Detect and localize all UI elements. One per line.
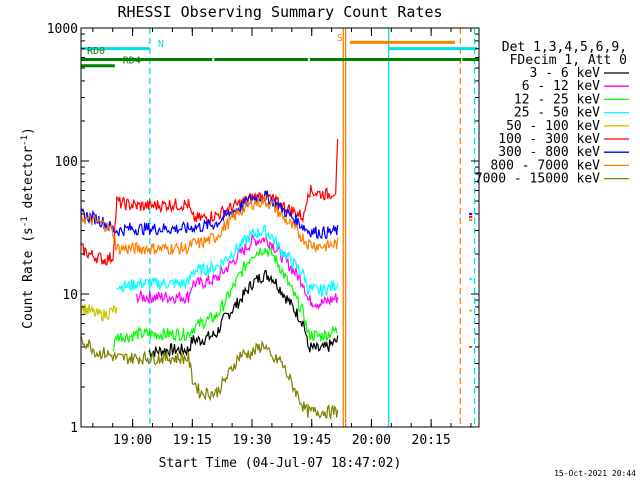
- x-axis: 19:00 19:15 19:30 19:45 20:00 20:15: [92, 28, 472, 448]
- y-tick-label: 1: [70, 421, 78, 436]
- legend-label: 12 - 25 keV: [514, 92, 600, 107]
- x-axis-label: Start Time (04-Jul-07 18:47:02): [159, 456, 402, 471]
- flag-label: RD0: [87, 46, 105, 57]
- x-tick-label: 19:15: [173, 433, 212, 448]
- series-line: [112, 246, 338, 352]
- y-tick-label: 10: [62, 288, 78, 303]
- legend-header: FDecim 1, Att 0: [510, 53, 627, 68]
- flag-label: RD4: [123, 56, 141, 67]
- y-axis-label-exponent: -1: [20, 216, 30, 227]
- series-lines: [80, 138, 473, 421]
- legend-label: 50 - 100 keV: [506, 119, 600, 134]
- y-tick-label: 1000: [47, 22, 78, 37]
- series-line: [80, 195, 339, 256]
- x-tick-label: 19:30: [232, 433, 271, 448]
- x-tick-label: 19:45: [292, 433, 331, 448]
- legend-label: 300 - 800 keV: [498, 145, 600, 160]
- legend-label: 25 - 50 keV: [514, 106, 600, 121]
- x-tick-label: 20:15: [412, 433, 451, 448]
- flag-bars: N S RD0 RD4: [81, 33, 479, 68]
- legend-label: 7000 - 15000 keV: [475, 172, 600, 187]
- legend-label: 3 - 6 keV: [530, 66, 601, 81]
- flag-label: S: [337, 33, 343, 44]
- x-tick-label: 20:00: [352, 433, 391, 448]
- timestamp: 15-Oct-2021 20:44: [554, 469, 636, 478]
- series-line: [136, 232, 339, 311]
- flag-label: N: [158, 39, 164, 50]
- vertical-markers: [149, 28, 476, 427]
- legend-header: Det 1,3,4,5,6,9,: [502, 40, 627, 55]
- legend-label: 800 - 7000 keV: [490, 158, 600, 173]
- plot-area: N S RD0 RD4: [80, 27, 480, 428]
- y-axis: 1 10 100 1000: [47, 22, 479, 436]
- y-tick-label: 100: [55, 155, 78, 170]
- chart-title: RHESSI Observing Summary Count Rates: [117, 3, 442, 21]
- legend-label: 100 - 300 keV: [498, 132, 600, 147]
- y-axis-label-exponent: -1: [20, 135, 30, 146]
- y-axis-label: Count Rate (s-1 detector-1): [20, 127, 36, 329]
- series-line: [80, 335, 339, 421]
- legend: Det 1,3,4,5,6,9,FDecim 1, Att 03 - 6 keV…: [475, 40, 629, 187]
- legend-label: 6 - 12 keV: [522, 79, 600, 94]
- series-line: [80, 303, 118, 322]
- x-tick-label: 19:00: [113, 433, 152, 448]
- series-line: [148, 269, 339, 358]
- plot-frame: [80, 27, 480, 428]
- series-line: [116, 224, 339, 297]
